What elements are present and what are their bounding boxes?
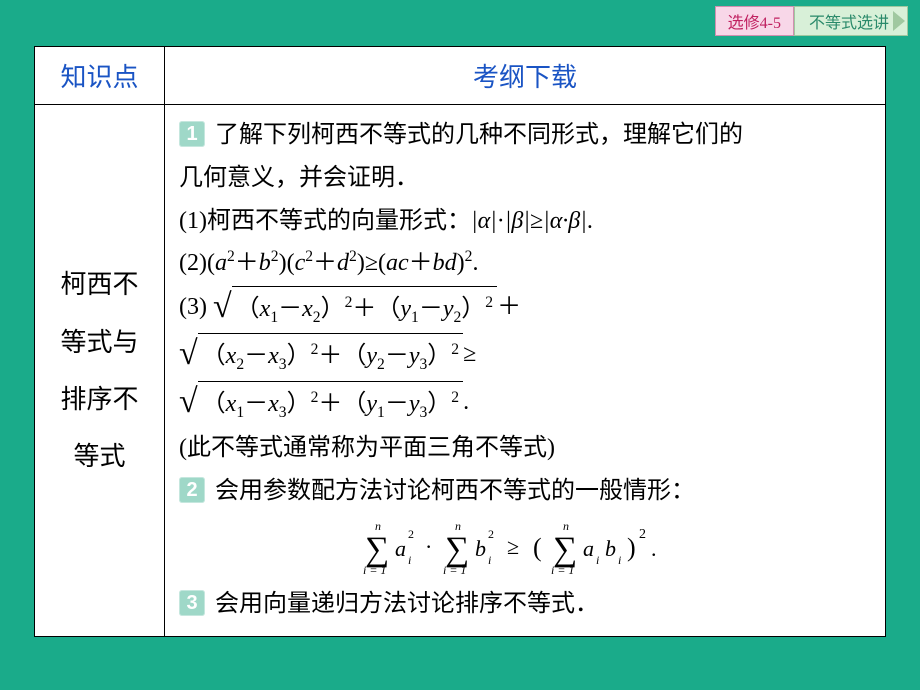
bullet-3: 3 [179,590,205,616]
table-header-row: 知识点 考纲下载 [35,47,886,105]
sqrt-1: √ （x1－x2）2＋（y1－y2）2 [213,286,497,331]
sum-formula: n ∑ i = 1 a 2 i · n ∑ i = 1 b 2 i ≥ ( n [355,518,695,578]
row-topic-l3: 排序不 [60,385,138,414]
svg-text:i: i [618,553,621,567]
period-3: . [463,389,469,415]
tab-elective: 选修4-5 [715,6,794,36]
bullet-1: 1 [179,121,205,147]
svg-text:i: i [596,553,599,567]
bullet-2: 2 [179,477,205,503]
sqrt-2: √ （x2－x3）2＋（y2－y3）2 [179,333,463,378]
top-tabs: 选修4-5 不等式选讲 [715,6,908,36]
svg-text:i = 1: i = 1 [363,563,386,577]
svg-text:b: b [475,536,486,561]
svg-text:b: b [605,536,616,561]
p3-text: 会用向量递归方法讨论排序不等式． [215,591,599,617]
item-1: (1)柯西不等式的向量形式：|α|·|β|≥|α·β|. [179,201,871,242]
item2-label: (2) [179,250,207,276]
p1-text-b: 几何意义，并会证明． [179,158,871,199]
item1-m1: |α|·|β|≥|α·β|. [471,208,593,234]
svg-text:≥: ≥ [507,534,519,559]
col-header-syllabus: 考纲下载 [165,47,886,105]
svg-text:a: a [395,536,406,561]
item-2: (2)(a2＋b2)(c2＋d2)≥(ac＋bd)2. [179,243,871,284]
svg-text:i: i [488,553,491,567]
svg-text:2: 2 [488,527,494,541]
svg-text:i = 1: i = 1 [443,563,466,577]
row-topic-l1: 柯西不 [60,270,138,299]
tab-topic-label: 不等式选讲 [809,9,889,33]
point-1: 1 了解下列柯西不等式的几种不同形式，理解它们的 [179,115,871,156]
tab-topic: 不等式选讲 [794,6,908,36]
p1-text-a: 了解下列柯西不等式的几种不同形式，理解它们的 [215,122,743,148]
svg-text:2: 2 [408,527,414,541]
point-3: 3 会用向量递归方法讨论排序不等式． [179,584,871,625]
item3-label: (3) [179,294,207,320]
item1-text: 柯西不等式的向量形式： [207,208,471,234]
syllabus-content: 1 了解下列柯西不等式的几种不同形式，理解它们的 几何意义，并会证明． (1)柯… [165,105,886,637]
syllabus-table: 知识点 考纲下载 柯西不 等式与 排序不 等式 1 了解下列柯西不等式的几种不同… [34,46,886,637]
triangle-note: (此不等式通常称为平面三角不等式) [179,428,871,469]
row-topic-l4: 等式 [73,442,125,471]
svg-text:a: a [583,536,594,561]
svg-text:i: i [408,553,411,567]
sqrt-3: √ （x1－x3）2＋（y1－y3）2 [179,381,463,426]
item-3-line3: √ （x1－x3）2＋（y1－y3）2 . [179,381,871,426]
ge-3: ≥ [463,342,476,368]
plus-1: ＋ [497,294,521,320]
point-2: 2 会用参数配方法讨论柯西不等式的一般情形： [179,471,871,512]
svg-text:2: 2 [639,527,646,542]
row-topic-l2: 等式与 [60,328,138,357]
col-header-topic: 知识点 [35,47,165,105]
svg-text:): ) [627,533,636,562]
item-3-line1: (3) √ （x1－x2）2＋（y1－y2）2 ＋ [179,286,871,331]
p2-text: 会用参数配方法讨论柯西不等式的一般情形： [215,478,695,504]
svg-text:(: ( [533,533,542,562]
svg-text:.: . [651,536,657,561]
row-topic-cell: 柯西不 等式与 排序不 等式 [35,105,165,637]
svg-text:i = 1: i = 1 [551,563,574,577]
table-row: 柯西不 等式与 排序不 等式 1 了解下列柯西不等式的几种不同形式，理解它们的 … [35,105,886,637]
item1-label: (1) [179,208,207,234]
item-3-line2: √ （x2－x3）2＋（y2－y3）2 ≥ [179,333,871,378]
svg-text:·: · [425,534,432,559]
chevron-right-icon [891,7,907,35]
